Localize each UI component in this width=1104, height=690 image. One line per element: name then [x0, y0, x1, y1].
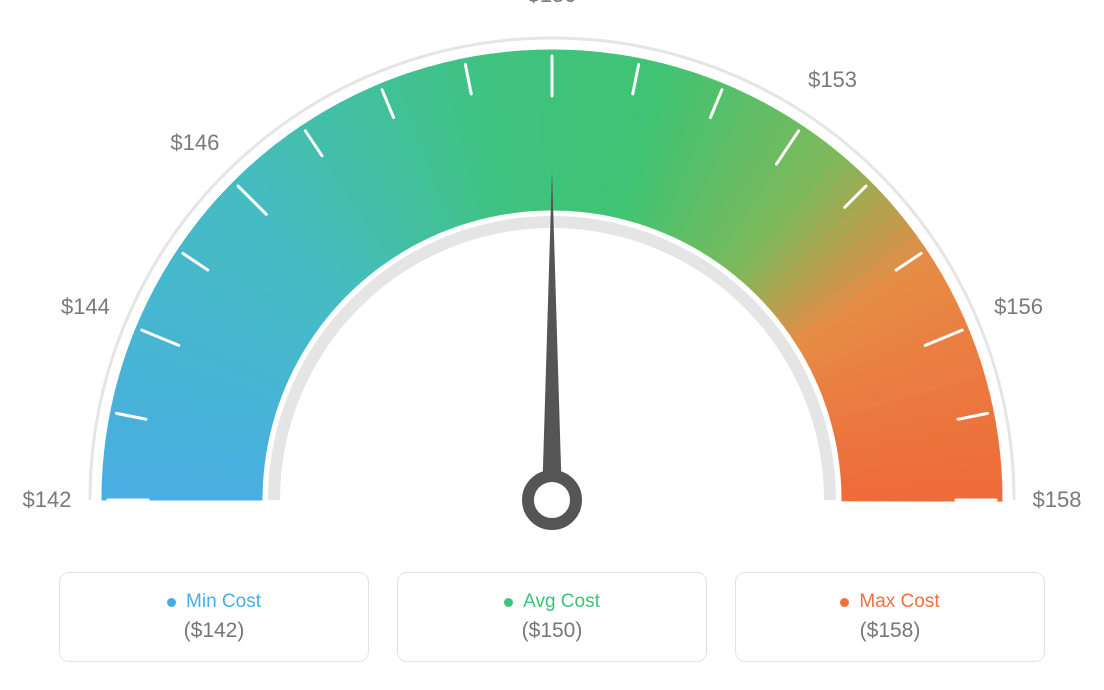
- gauge-tick-label: $156: [994, 294, 1043, 320]
- legend-card-avg: Avg Cost ($150): [397, 572, 707, 662]
- legend-dot-max: [840, 598, 849, 607]
- legend-label-avg: Avg Cost: [523, 591, 600, 613]
- gauge-tick-label: $146: [170, 130, 219, 156]
- gauge-tick-label: $150: [528, 0, 577, 8]
- gauge-tick-label: $153: [808, 67, 857, 93]
- legend-dot-min: [167, 598, 176, 607]
- legend-card-min: Min Cost ($142): [59, 572, 369, 662]
- legend-label-max: Max Cost: [859, 591, 939, 613]
- legend-title-avg: Avg Cost: [504, 591, 600, 613]
- legend-title-max: Max Cost: [840, 591, 939, 613]
- gauge-tick-label: $142: [23, 487, 72, 513]
- legend-card-max: Max Cost ($158): [735, 572, 1045, 662]
- gauge-chart: $142 $144 $146 $150 $153 $156 $158: [0, 0, 1104, 560]
- legend-dot-avg: [504, 598, 513, 607]
- gauge-tick-label: $158: [1033, 487, 1082, 513]
- legend-title-min: Min Cost: [167, 591, 261, 613]
- legend-value-max: ($158): [860, 619, 921, 643]
- legend-value-min: ($142): [184, 619, 245, 643]
- legend-value-avg: ($150): [522, 619, 583, 643]
- legend-label-min: Min Cost: [186, 591, 261, 613]
- legend-row: Min Cost ($142) Avg Cost ($150) Max Cost…: [0, 572, 1104, 662]
- gauge-tick-label: $144: [61, 294, 110, 320]
- gauge-svg: [0, 0, 1104, 560]
